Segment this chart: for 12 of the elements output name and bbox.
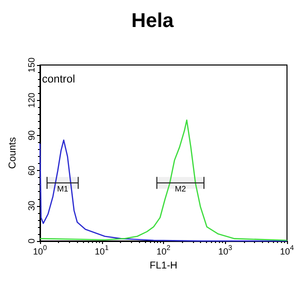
y-tick-label: 120 bbox=[26, 92, 36, 108]
band-label: M1 bbox=[57, 184, 69, 194]
x-axis-title: FL1-H bbox=[150, 260, 178, 272]
y-axis-title: Counts bbox=[8, 137, 18, 169]
y-tick-label: 30 bbox=[26, 200, 36, 211]
band-label: M2 bbox=[174, 184, 186, 194]
y-tick-label: 0 bbox=[26, 238, 36, 244]
y-tick-label: 60 bbox=[26, 166, 36, 176]
annotation: control bbox=[42, 74, 76, 86]
y-tick-label: 90 bbox=[26, 130, 36, 140]
chart-title: Hela bbox=[131, 10, 174, 32]
y-tick-label: 150 bbox=[26, 57, 36, 73]
